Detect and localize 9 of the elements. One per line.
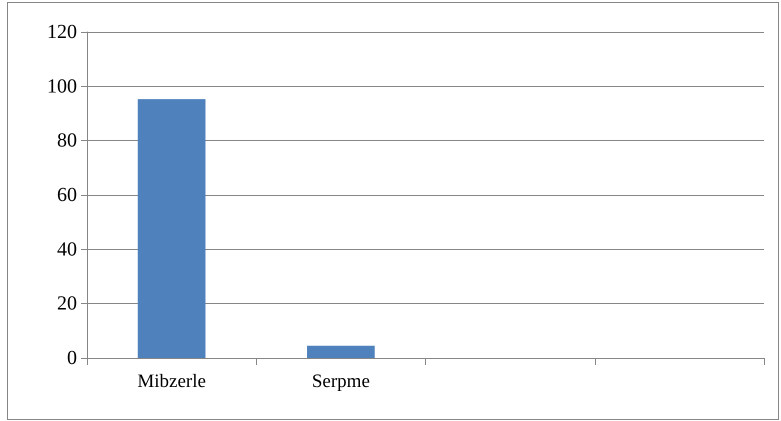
y-tick-label: 100 xyxy=(47,75,77,98)
y-tick-label: 20 xyxy=(57,292,77,315)
y-tick-label: 80 xyxy=(57,130,77,152)
y-tick-label: 120 xyxy=(47,21,77,43)
x-tick-label: Serpme xyxy=(312,371,370,392)
y-tick-label: 60 xyxy=(57,184,77,206)
x-tick-label: Mibzerle xyxy=(137,371,206,392)
y-tick-label: 40 xyxy=(57,238,77,260)
y-tick-label: 0 xyxy=(67,347,77,369)
